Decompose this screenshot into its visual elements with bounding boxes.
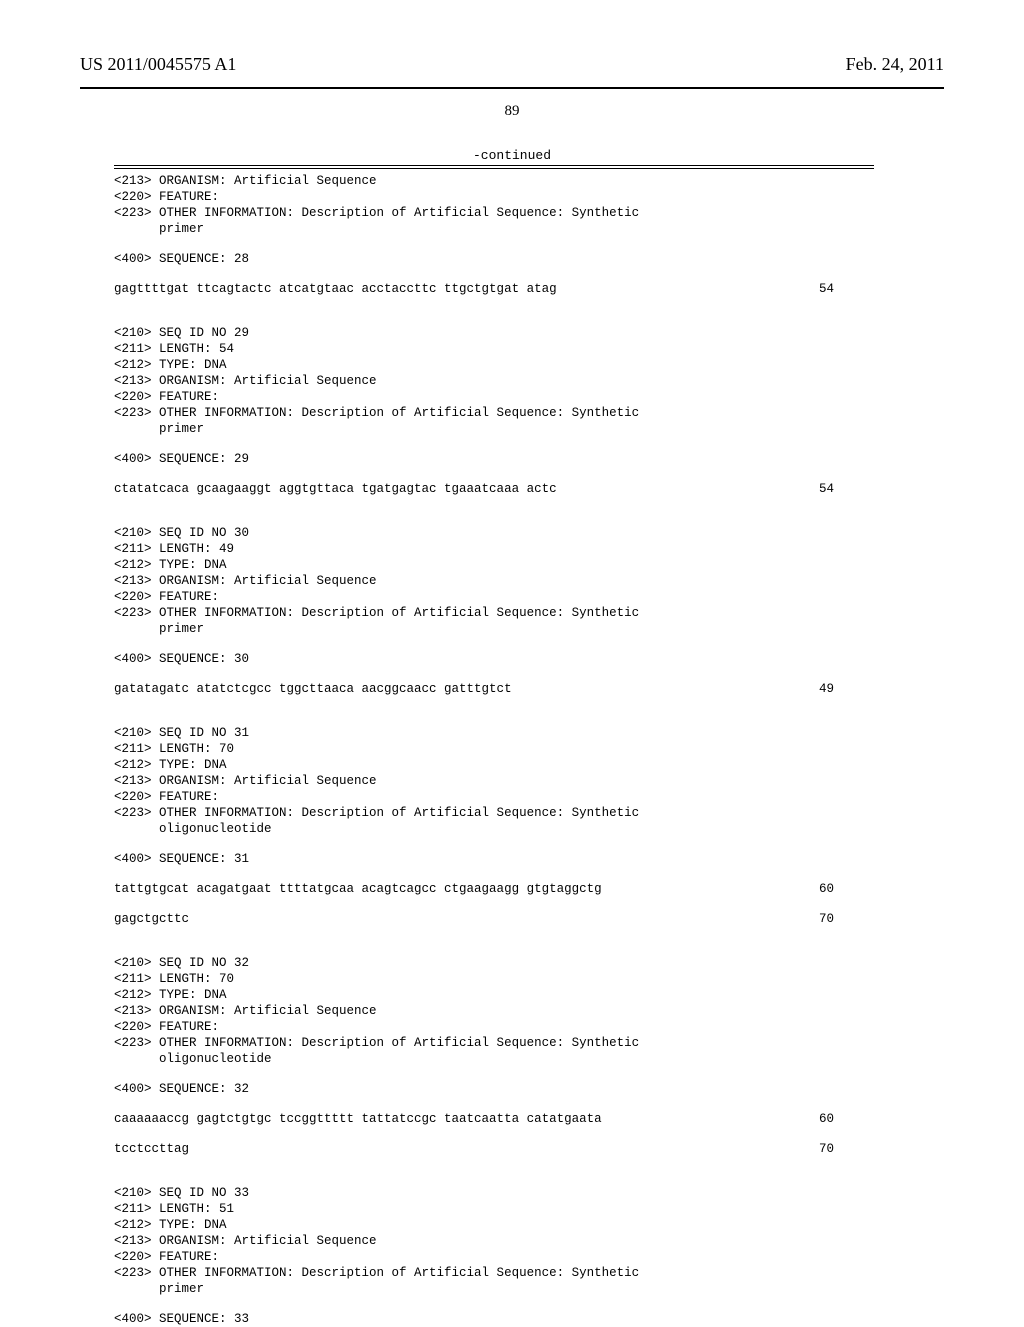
sequence-top-rule — [114, 165, 874, 166]
sequence-400-header: <400> SEQUENCE: 30 — [114, 651, 874, 667]
sequence-bases: caaaaaaccg gagtctgtgc tccggttttt tattatc… — [114, 1111, 602, 1127]
sequence-listing: <213> ORGANISM: Artificial Sequence<220>… — [114, 173, 874, 1327]
spacer — [114, 237, 874, 251]
sequence-data-line: tcctccttag 70 — [114, 1141, 834, 1157]
spacer — [114, 941, 874, 955]
sequence-meta-line: <211> LENGTH: 51 — [114, 1201, 874, 1217]
spacer — [114, 497, 874, 511]
spacer — [114, 667, 874, 681]
header-rule — [80, 87, 944, 89]
page: US 2011/0045575 A1 Feb. 24, 2011 89 -con… — [0, 0, 1024, 1320]
sequence-bases: gatatagatc atatctcgcc tggcttaaca aacggca… — [114, 681, 512, 697]
sequence-data-line: caaaaaaccg gagtctgtgc tccggttttt tattatc… — [114, 1111, 834, 1127]
sequence-meta-line: <220> FEATURE: — [114, 589, 874, 605]
sequence-meta-line: <210> SEQ ID NO 31 — [114, 725, 874, 741]
sequence-data-line: gagttttgat ttcagtactc atcatgtaac acctacc… — [114, 281, 834, 297]
sequence-data-line: ctatatcaca gcaagaaggt aggtgttaca tgatgag… — [114, 481, 834, 497]
sequence-meta-line: <220> FEATURE: — [114, 1019, 874, 1035]
sequence-meta-line: <220> FEATURE: — [114, 789, 874, 805]
publication-number: US 2011/0045575 A1 — [80, 54, 236, 75]
page-header: US 2011/0045575 A1 Feb. 24, 2011 — [80, 54, 944, 75]
sequence-meta-line: primer — [114, 621, 874, 637]
spacer — [114, 867, 874, 881]
sequence-meta-line: <210> SEQ ID NO 29 — [114, 325, 874, 341]
spacer — [114, 511, 874, 525]
sequence-meta-line: <210> SEQ ID NO 32 — [114, 955, 874, 971]
spacer — [114, 467, 874, 481]
sequence-data-line: gatatagatc atatctcgcc tggcttaaca aacggca… — [114, 681, 834, 697]
sequence-bases: ctatatcaca gcaagaaggt aggtgttaca tgatgag… — [114, 481, 557, 497]
sequence-meta-line: <211> LENGTH: 70 — [114, 741, 874, 757]
sequence-meta-line: oligonucleotide — [114, 1051, 874, 1067]
page-number: 89 — [80, 103, 944, 120]
spacer — [114, 267, 874, 281]
sequence-bases: gagctgcttc — [114, 911, 189, 927]
sequence-meta-line: <223> OTHER INFORMATION: Description of … — [114, 605, 874, 621]
sequence-meta-line: <212> TYPE: DNA — [114, 557, 874, 573]
sequence-meta-line: <223> OTHER INFORMATION: Description of … — [114, 805, 874, 821]
sequence-400-header: <400> SEQUENCE: 33 — [114, 1311, 874, 1327]
sequence-data-line: gagctgcttc 70 — [114, 911, 834, 927]
sequence-400-header: <400> SEQUENCE: 29 — [114, 451, 874, 467]
spacer — [114, 437, 874, 451]
sequence-meta-line: primer — [114, 221, 874, 237]
sequence-meta-line: <210> SEQ ID NO 33 — [114, 1185, 874, 1201]
sequence-position: 54 — [794, 281, 834, 297]
continued-label: -continued — [80, 148, 944, 163]
sequence-meta-line: <212> TYPE: DNA — [114, 357, 874, 373]
sequence-meta-line: <211> LENGTH: 70 — [114, 971, 874, 987]
spacer — [114, 897, 874, 911]
sequence-position: 54 — [794, 481, 834, 497]
spacer — [114, 1127, 874, 1141]
sequence-meta-line: oligonucleotide — [114, 821, 874, 837]
sequence-meta-line: <212> TYPE: DNA — [114, 987, 874, 1003]
sequence-position: 70 — [794, 911, 834, 927]
sequence-400-header: <400> SEQUENCE: 32 — [114, 1081, 874, 1097]
sequence-top-rule-thin — [114, 168, 874, 169]
sequence-position: 60 — [794, 881, 834, 897]
spacer — [114, 697, 874, 711]
spacer — [114, 1097, 874, 1111]
sequence-position: 49 — [794, 681, 834, 697]
sequence-meta-line: <223> OTHER INFORMATION: Description of … — [114, 405, 874, 421]
sequence-meta-line: <211> LENGTH: 54 — [114, 341, 874, 357]
sequence-data-line: tattgtgcat acagatgaat ttttatgcaa acagtca… — [114, 881, 834, 897]
sequence-position: 60 — [794, 1111, 834, 1127]
sequence-bases: tcctccttag — [114, 1141, 189, 1157]
spacer — [114, 1171, 874, 1185]
sequence-meta-line: primer — [114, 421, 874, 437]
spacer — [114, 837, 874, 851]
spacer — [114, 297, 874, 311]
sequence-meta-line: <213> ORGANISM: Artificial Sequence — [114, 573, 874, 589]
sequence-400-header: <400> SEQUENCE: 28 — [114, 251, 874, 267]
publication-date: Feb. 24, 2011 — [846, 54, 944, 75]
sequence-meta-line: <213> ORGANISM: Artificial Sequence — [114, 173, 874, 189]
spacer — [114, 637, 874, 651]
spacer — [114, 1157, 874, 1171]
sequence-meta-line: <220> FEATURE: — [114, 189, 874, 205]
sequence-400-header: <400> SEQUENCE: 31 — [114, 851, 874, 867]
spacer — [114, 1067, 874, 1081]
sequence-meta-line: <212> TYPE: DNA — [114, 757, 874, 773]
spacer — [114, 1297, 874, 1311]
sequence-bases: gagttttgat ttcagtactc atcatgtaac acctacc… — [114, 281, 557, 297]
spacer — [114, 311, 874, 325]
sequence-bases: tattgtgcat acagatgaat ttttatgcaa acagtca… — [114, 881, 602, 897]
sequence-meta-line: <213> ORGANISM: Artificial Sequence — [114, 373, 874, 389]
sequence-meta-line: <220> FEATURE: — [114, 389, 874, 405]
sequence-meta-line: <220> FEATURE: — [114, 1249, 874, 1265]
sequence-meta-line: <213> ORGANISM: Artificial Sequence — [114, 773, 874, 789]
sequence-meta-line: <213> ORGANISM: Artificial Sequence — [114, 1003, 874, 1019]
sequence-meta-line: <212> TYPE: DNA — [114, 1217, 874, 1233]
sequence-meta-line: primer — [114, 1281, 874, 1297]
spacer — [114, 711, 874, 725]
sequence-meta-line: <210> SEQ ID NO 30 — [114, 525, 874, 541]
sequence-meta-line: <223> OTHER INFORMATION: Description of … — [114, 1035, 874, 1051]
sequence-meta-line: <211> LENGTH: 49 — [114, 541, 874, 557]
sequence-position: 70 — [794, 1141, 834, 1157]
sequence-meta-line: <223> OTHER INFORMATION: Description of … — [114, 205, 874, 221]
sequence-meta-line: <223> OTHER INFORMATION: Description of … — [114, 1265, 874, 1281]
sequence-meta-line: <213> ORGANISM: Artificial Sequence — [114, 1233, 874, 1249]
spacer — [114, 927, 874, 941]
